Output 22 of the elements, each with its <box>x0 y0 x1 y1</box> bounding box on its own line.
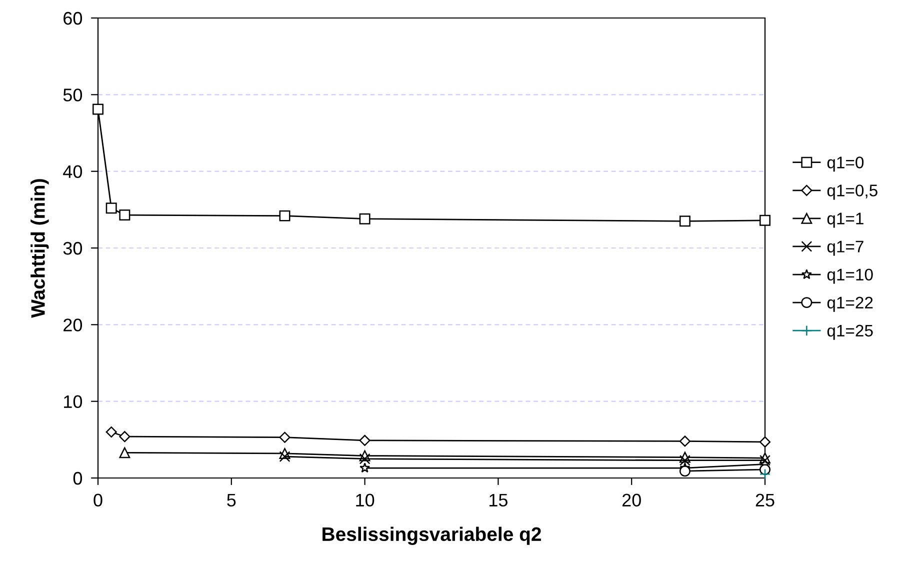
legend-label: q1=7 <box>827 240 864 256</box>
x-tick-label: 25 <box>756 494 774 507</box>
y-tick-label: 60 <box>64 12 82 25</box>
y-tick-label: 0 <box>73 472 82 485</box>
x-tick-label: 10 <box>356 494 374 507</box>
x-tick-label: 0 <box>94 494 102 507</box>
legend-label: q1=0 <box>827 156 864 172</box>
x-tick-label: 20 <box>622 494 641 507</box>
y-tick-label: 10 <box>64 395 82 408</box>
legend-label: q1=1 <box>827 212 864 228</box>
y-tick-label: 50 <box>63 88 82 102</box>
legend-label: q1=25 <box>827 324 873 340</box>
legend-label: q1=10 <box>827 268 873 284</box>
y-tick-label: 20 <box>64 318 82 332</box>
legend-label: q1=0,5 <box>827 184 878 200</box>
x-tick-label: 5 <box>227 494 236 507</box>
y-axis-title: Wachttijd (min) <box>30 179 49 318</box>
y-tick-label: 40 <box>63 165 82 178</box>
legend-label: q1=22 <box>827 296 873 312</box>
y-tick-label: 30 <box>63 242 82 255</box>
x-tick-label: 15 <box>490 494 508 507</box>
x-axis-title: Beslissingsvariabele q2 <box>322 526 541 545</box>
